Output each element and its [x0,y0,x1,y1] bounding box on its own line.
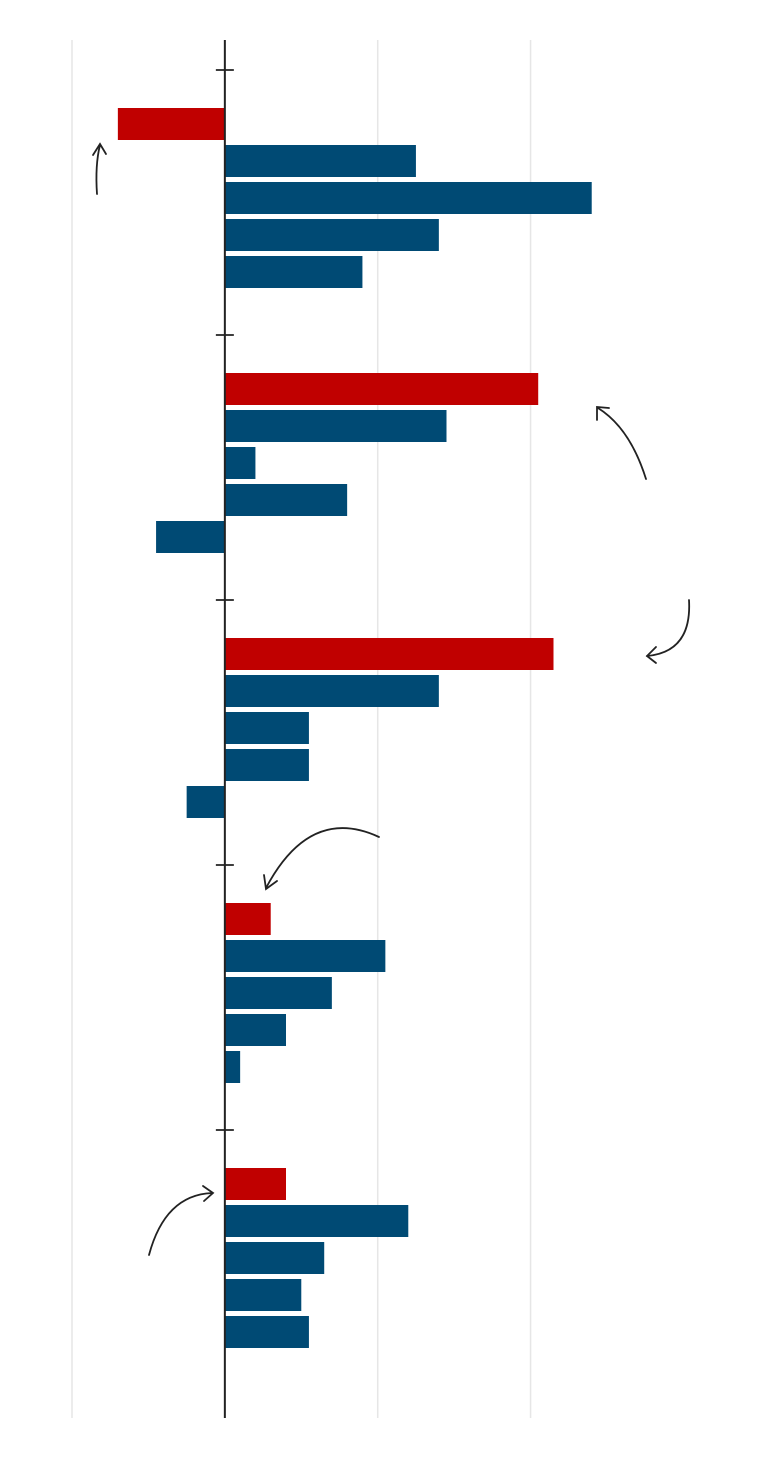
bar [224,1051,241,1083]
bar [224,373,539,405]
bar [224,977,332,1009]
bar [224,675,439,707]
bar [224,712,309,744]
bar [224,638,554,670]
bar [224,410,447,442]
bar [224,1168,286,1200]
bar [224,219,439,251]
bar [224,256,363,288]
bar [224,940,386,972]
bar [156,521,225,553]
bar [117,108,225,140]
bar [224,1279,302,1311]
arrow [597,407,647,480]
bar [224,749,309,781]
bar [224,1205,409,1237]
arrow-head [92,142,107,156]
bar [186,786,225,818]
bar [224,903,271,935]
arrow-head [263,874,278,891]
arrow [148,1192,213,1256]
bar [224,1242,325,1274]
bar [224,484,348,516]
bar [224,447,256,479]
bars [117,69,592,1348]
arrow-head [202,1185,215,1202]
bar [224,145,416,177]
arrow [95,144,101,195]
arrow [265,827,380,889]
bar [224,182,592,214]
arrow-head [596,406,610,421]
arrow-head [645,646,657,664]
arrow [646,599,691,657]
bar [224,1014,286,1046]
annotation-arrows [92,142,691,1256]
bar [224,1316,309,1348]
